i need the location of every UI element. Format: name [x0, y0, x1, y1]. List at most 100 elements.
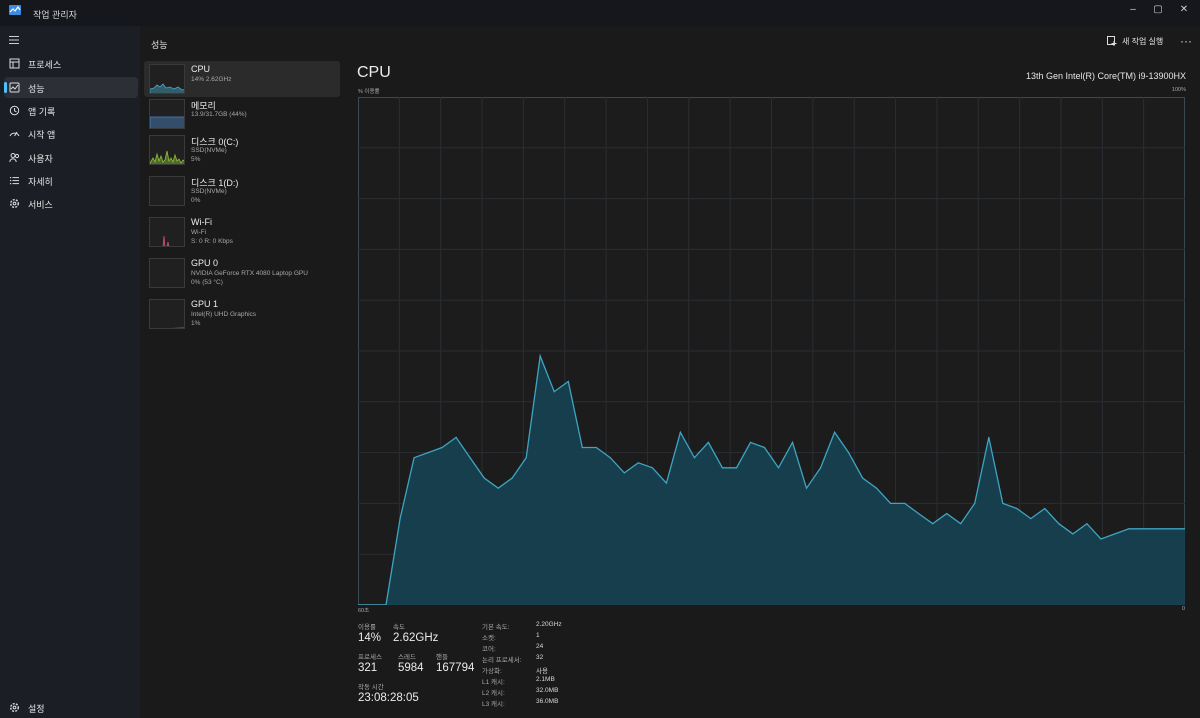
- max-axis-label: 100%: [1171, 87, 1186, 93]
- device-item-wifi[interactable]: Wi-Fi Wi-Fi S: 0 R: 0 Kbps: [144, 214, 340, 250]
- cpu-data-point: [918, 513, 920, 515]
- cpu-data-point: [721, 467, 723, 469]
- time-axis-left-label: 60초: [358, 608, 370, 614]
- device-name: GPU 1: [191, 299, 219, 309]
- spec-value: 24: [536, 643, 544, 650]
- disk1-thumbnail-graph: [149, 176, 185, 206]
- memory-thumbnail-graph: [149, 99, 185, 129]
- device-name: GPU 0: [191, 258, 219, 268]
- thumbnail-activity-shape: [150, 150, 184, 164]
- utilization-value: 14%: [358, 632, 382, 644]
- device-detail: 0% (53 °C): [191, 279, 223, 286]
- nav-item-services[interactable]: 서비스: [4, 193, 138, 214]
- spec-value: 36.0MB: [536, 698, 559, 705]
- nav-label-users: 사용자: [28, 154, 53, 164]
- thumbnail-activity-shape: [150, 116, 184, 128]
- cpu-data-point: [358, 604, 359, 605]
- cpu-data-point: [511, 477, 513, 479]
- cpu-data-point: [1142, 528, 1144, 530]
- cpu-thumbnail-graph: [149, 64, 185, 94]
- device-item-cpu[interactable]: CPU 14% 2.62GHz: [144, 61, 340, 97]
- nav-item-app-history[interactable]: 앱 기록: [4, 100, 138, 121]
- more-options-button[interactable]: ···: [1180, 34, 1192, 48]
- handles-label: 핸들: [436, 654, 448, 661]
- cpu-data-point: [385, 604, 387, 605]
- cpu-model: 13th Gen Intel(R) Core(TM) i9-13900HX: [1025, 71, 1186, 81]
- spec-key: 논리 프로세서:: [482, 657, 522, 664]
- cpu-data-point: [1016, 507, 1018, 510]
- cpu-data-point: [890, 502, 892, 504]
- nav-item-settings[interactable]: 설정: [4, 697, 138, 718]
- details-icon: [10, 177, 19, 185]
- cpu-data-point: [946, 513, 948, 515]
- device-item-disk1[interactable]: 디스크 1(D:) SSD(NVMe) 0%: [144, 173, 340, 209]
- title-bar: 작업 관리자 – ▢ ✕: [0, 0, 1200, 26]
- minimize-button[interactable]: –: [1130, 4, 1136, 15]
- cpu-data-point: [469, 457, 471, 459]
- cpu-data-point: [399, 518, 401, 520]
- device-name: Wi-Fi: [191, 217, 212, 227]
- nav-item-details[interactable]: 자세히: [4, 170, 138, 191]
- cpu-data-point: [988, 436, 990, 438]
- nav-item-performance[interactable]: 성능: [4, 77, 138, 98]
- cpu-utilization-graph: [358, 97, 1185, 605]
- maximize-button[interactable]: ▢: [1153, 4, 1163, 15]
- device-detail: SSD(NVMe): [191, 188, 227, 195]
- device-name: 디스크 0(C:): [191, 137, 239, 147]
- cpu-data-point: [820, 467, 822, 469]
- cpu-data-point: [1100, 538, 1102, 540]
- device-item-gpu0[interactable]: GPU 0 NVIDIA GeForce RTX 4080 Laptop GPU…: [144, 255, 340, 291]
- spec-value: 사용: [536, 668, 548, 675]
- nav-label-details: 자세히: [28, 177, 53, 187]
- nav-item-users[interactable]: 사용자: [4, 147, 138, 168]
- nav-item-processes[interactable]: 프로세스: [4, 53, 138, 74]
- detail-title: CPU: [357, 64, 391, 81]
- cpu-data-point: [834, 431, 836, 433]
- spec-key: 소켓:: [482, 635, 496, 642]
- thumbnail-activity-shape: [162, 235, 170, 246]
- nav-item-startup-apps[interactable]: 시작 앱: [4, 123, 138, 144]
- cpu-data-point: [427, 452, 429, 454]
- cpu-data-point: [525, 457, 527, 459]
- device-item-gpu1[interactable]: GPU 1 Intel(R) UHD Graphics 1%: [144, 296, 340, 332]
- cpu-data-point: [1072, 533, 1074, 535]
- device-item-disk0[interactable]: 디스크 0(C:) SSD(NVMe) 5%: [144, 132, 340, 168]
- device-detail: 14% 2.62GHz: [191, 76, 232, 83]
- device-detail: 1%: [191, 320, 201, 327]
- device-detail: Intel(R) UHD Graphics: [191, 311, 257, 318]
- cpu-data-point: [876, 487, 878, 489]
- cpu-data-point: [749, 441, 752, 443]
- processes-icon: [9, 58, 20, 69]
- nav-label-services: 서비스: [28, 200, 53, 210]
- hamburger-menu-icon[interactable]: [9, 35, 21, 45]
- users-icon: [9, 153, 20, 163]
- startup-apps-icon: [9, 131, 20, 137]
- uptime-value: 23:08:28:05: [358, 692, 419, 704]
- device-item-memory[interactable]: 메모리 13.9/31.7GB (44%): [144, 96, 340, 132]
- cpu-data-point: [679, 431, 681, 433]
- run-new-task-label: 새 작업 실행: [1122, 37, 1164, 46]
- gpu0-thumbnail-graph: [149, 258, 185, 288]
- device-detail: 5%: [191, 156, 201, 163]
- cpu-data-point: [483, 477, 485, 479]
- cpu-data-point: [862, 477, 864, 479]
- threads-label: 스레드: [398, 654, 416, 661]
- cpu-data-point: [707, 441, 709, 443]
- app-history-icon: [9, 105, 20, 116]
- cpu-utilization-area: [358, 356, 1185, 605]
- device-name: CPU: [191, 64, 211, 74]
- cpu-data-point: [371, 604, 373, 605]
- cpu-data-point: [932, 523, 934, 525]
- cpu-data-point: [1170, 528, 1172, 530]
- performance-icon: [9, 82, 20, 93]
- left-navigation: 프로세스 성능 앱 기록 시작 앱 사용자: [0, 26, 140, 718]
- cpu-data-point: [1030, 518, 1032, 520]
- settings-icon: [10, 703, 19, 712]
- close-button[interactable]: ✕: [1179, 4, 1189, 15]
- device-name: 메모리: [191, 101, 216, 111]
- cpu-data-point: [623, 472, 625, 474]
- task-manager-app-icon: [9, 5, 21, 15]
- device-detail: S: 0 R: 0 Kbps: [191, 238, 233, 245]
- utilization-label: 이용률: [358, 624, 376, 631]
- nav-label-performance: 성능: [28, 84, 45, 94]
